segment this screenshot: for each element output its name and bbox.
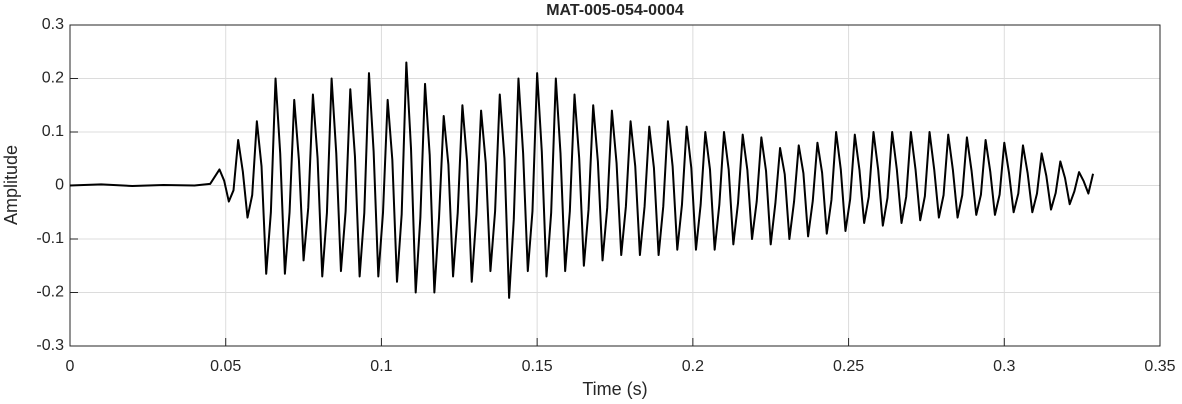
x-tick-label: 0.1 <box>370 358 392 375</box>
x-tick-label: 0.05 <box>210 358 241 375</box>
chart-title: MAT-005-054-0004 <box>546 2 684 19</box>
x-axis-label: Time (s) <box>582 379 647 399</box>
y-tick-label: 0.3 <box>42 16 64 33</box>
x-tick-label: 0.15 <box>522 358 553 375</box>
x-tick-label: 0.3 <box>993 358 1015 375</box>
y-tick-label: 0.1 <box>42 123 64 140</box>
y-tick-label: 0 <box>55 177 64 194</box>
x-tick-label: 0.2 <box>682 358 704 375</box>
y-tick-label: -0.2 <box>36 284 64 301</box>
y-axis-label: Amplitude <box>1 145 21 225</box>
x-tick-label: 0 <box>66 358 75 375</box>
x-tick-label: 0.25 <box>833 358 864 375</box>
x-tick-label: 0.35 <box>1144 358 1175 375</box>
waveform-line <box>69 61 1095 299</box>
y-tick-label: -0.1 <box>36 230 64 247</box>
y-tick-label: -0.3 <box>36 337 64 354</box>
y-tick-label: 0.2 <box>42 70 64 87</box>
